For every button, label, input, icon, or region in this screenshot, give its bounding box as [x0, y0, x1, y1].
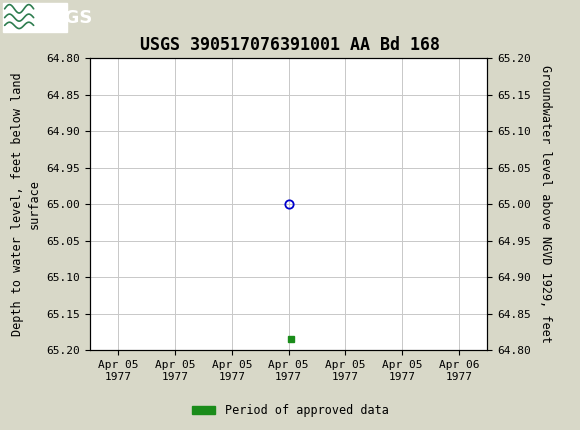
FancyBboxPatch shape — [3, 3, 67, 32]
Y-axis label: Depth to water level, feet below land
surface: Depth to water level, feet below land su… — [11, 72, 41, 336]
Text: USGS: USGS — [38, 9, 93, 27]
Text: USGS 390517076391001 AA Bd 168: USGS 390517076391001 AA Bd 168 — [140, 36, 440, 54]
Legend: Period of approved data: Period of approved data — [187, 399, 393, 422]
Y-axis label: Groundwater level above NGVD 1929, feet: Groundwater level above NGVD 1929, feet — [539, 65, 552, 343]
